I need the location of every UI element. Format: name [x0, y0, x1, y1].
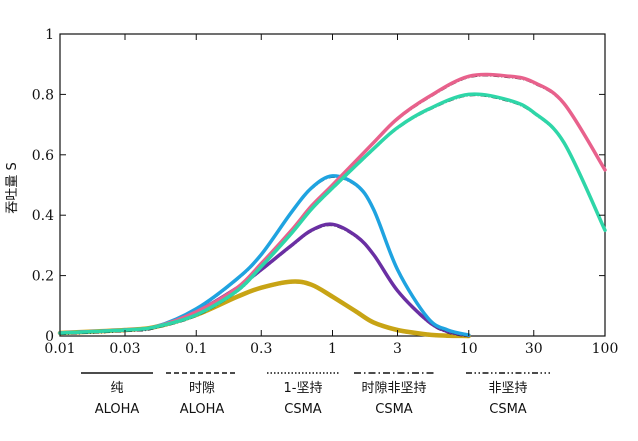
legend-item: 1-坚持 CSMA: [267, 372, 339, 417]
legend-item: 纯 ALOHA: [81, 372, 153, 417]
y-tick-label: 0: [45, 329, 54, 345]
x-tick-label: 10: [460, 341, 478, 357]
legend-label-line1: 纯: [110, 381, 123, 396]
legend: 纯 ALOHA 时隙 ALOHA 1-坚持 CSMA 时隙非坚持 CSMA 非坚持 CSMA: [81, 372, 550, 417]
series-line: [58, 222, 471, 338]
y-tick-label: 0.4: [32, 208, 54, 224]
y-tick-label: 0.8: [32, 87, 54, 103]
legend-label-line2: ALOHA: [95, 402, 140, 417]
x-tick-label: 0.3: [250, 341, 272, 357]
x-tick-label: 0.01: [44, 341, 75, 357]
x-tick-label: 0.1: [185, 341, 207, 357]
x-tick-label: 3: [393, 341, 402, 357]
legend-label-line2: ALOHA: [180, 402, 225, 417]
x-tick-label: 100: [592, 341, 619, 357]
legend-label-line1: 时隙非坚持: [361, 381, 426, 396]
legend-item: 非坚持 CSMA: [466, 372, 550, 417]
y-tick-label: 0.6: [32, 148, 54, 164]
y-tick-label: 0.2: [32, 269, 54, 285]
series-line: [58, 174, 471, 337]
legend-label-line1: 1-坚持: [284, 381, 323, 396]
legend-label-line1: 时隙: [189, 381, 215, 396]
x-tick-label: 30: [525, 341, 543, 357]
legend-label-line2: CSMA: [284, 402, 322, 417]
x-tick-label: 0.03: [109, 341, 140, 357]
y-tick-label: 1: [45, 27, 54, 43]
y-axis-label: 吞吐量 S: [5, 162, 20, 213]
legend-label-line1: 非坚持: [488, 381, 527, 396]
x-tick-label: 1: [328, 341, 337, 357]
plot-ticks: 0.01 0.03 0.1 0.3 1 3 10 30 100 0 0.2 0.4 0.6 0.8 1: [32, 27, 619, 357]
legend-item: 时隙非坚持 CSMA: [354, 372, 434, 417]
plot-curves: [57, 72, 607, 339]
legend-label-line2: CSMA: [489, 402, 527, 417]
series-line: [58, 72, 607, 335]
legend-item: 时隙 ALOHA: [166, 372, 238, 417]
series-line-shadow: [59, 225, 469, 338]
series-line: [58, 92, 607, 335]
legend-label-line2: CSMA: [375, 402, 413, 417]
series-line-shadow: [59, 176, 469, 338]
